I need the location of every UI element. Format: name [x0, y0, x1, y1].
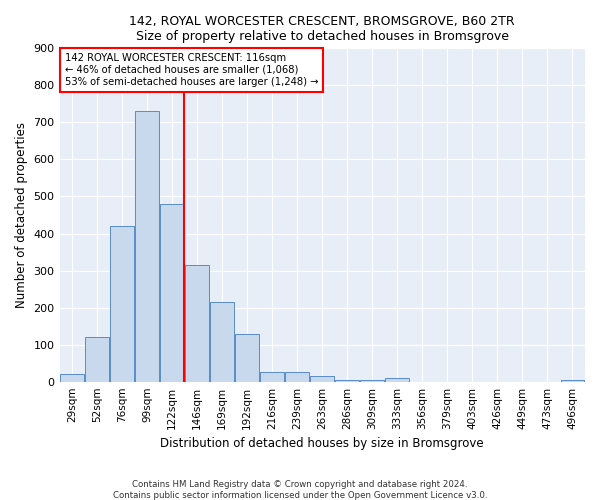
Bar [210, 302, 234, 382]
Bar [286, 372, 309, 382]
Bar [335, 380, 359, 382]
Bar [560, 380, 584, 382]
Bar [235, 334, 259, 382]
Bar [60, 374, 84, 382]
Bar [185, 265, 209, 382]
Bar [361, 380, 384, 382]
Y-axis label: Number of detached properties: Number of detached properties [15, 122, 28, 308]
Bar [85, 337, 109, 382]
Bar [310, 376, 334, 382]
Text: Contains HM Land Registry data © Crown copyright and database right 2024.
Contai: Contains HM Land Registry data © Crown c… [113, 480, 487, 500]
Text: 142 ROYAL WORCESTER CRESCENT: 116sqm
← 46% of detached houses are smaller (1,068: 142 ROYAL WORCESTER CRESCENT: 116sqm ← 4… [65, 54, 318, 86]
Bar [260, 372, 284, 382]
X-axis label: Distribution of detached houses by size in Bromsgrove: Distribution of detached houses by size … [160, 437, 484, 450]
Title: 142, ROYAL WORCESTER CRESCENT, BROMSGROVE, B60 2TR
Size of property relative to : 142, ROYAL WORCESTER CRESCENT, BROMSGROV… [130, 15, 515, 43]
Bar [385, 378, 409, 382]
Bar [110, 226, 134, 382]
Bar [160, 204, 184, 382]
Bar [135, 112, 159, 382]
